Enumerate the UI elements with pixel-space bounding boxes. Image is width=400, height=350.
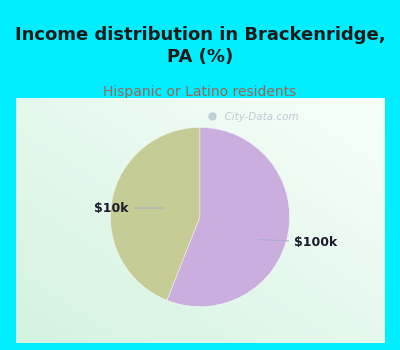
Text: City-Data.com: City-Data.com <box>218 112 298 122</box>
Wedge shape <box>110 127 200 300</box>
Text: $10k: $10k <box>94 202 163 215</box>
Wedge shape <box>167 127 290 307</box>
Text: Income distribution in Brackenridge,
PA (%): Income distribution in Brackenridge, PA … <box>15 26 385 66</box>
Text: Hispanic or Latino residents: Hispanic or Latino residents <box>103 85 297 99</box>
Text: $100k: $100k <box>258 236 337 248</box>
